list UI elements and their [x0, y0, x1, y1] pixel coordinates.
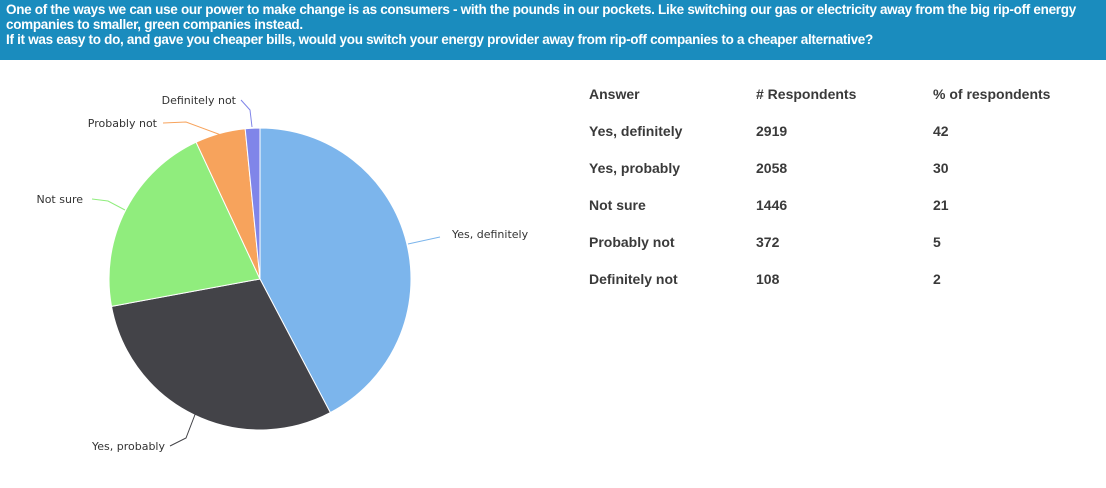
slice-label-definitely-not: Definitely not — [162, 94, 237, 107]
question-line-3: If it was easy to do, and gave you cheap… — [6, 32, 873, 47]
column-header-answer: Answer — [589, 86, 640, 102]
slice-label-yes-definitely: Yes, definitely — [451, 228, 529, 241]
slice-label-probably-not: Probably not — [88, 117, 158, 130]
connector-yes-probably — [169, 411, 197, 447]
answer-cell: Yes, probably — [589, 160, 681, 176]
connector-probably-not — [162, 121, 222, 136]
percent-cell: 5 — [933, 234, 941, 250]
respondents-cell: 372 — [756, 234, 780, 250]
results-table: Answer # Respondents % of respondents Ye… — [589, 80, 1089, 302]
percent-cell: 42 — [933, 123, 949, 139]
pie-chart: Yes, definitely Yes, probably Not sure Prob… — [36, 94, 529, 453]
respondents-cell: 2058 — [756, 160, 788, 176]
percent-cell: 21 — [933, 197, 949, 213]
answer-cell: Probably not — [589, 234, 675, 250]
pie-slice-definitely-not — [244, 127, 261, 280]
connector-not-sure — [91, 198, 126, 211]
table-row: Probably not 372 5 — [589, 228, 1089, 265]
pie-slice-yes-probably — [110, 278, 332, 431]
percent-cell: 2 — [933, 271, 941, 287]
answer-cell: Not sure — [589, 197, 646, 213]
answer-cell: Yes, definitely — [589, 123, 683, 139]
answer-cell: Definitely not — [589, 271, 678, 287]
connector-definitely-not — [240, 99, 253, 128]
respondents-cell: 1446 — [756, 197, 788, 213]
percent-cell: 30 — [933, 160, 949, 176]
table-row: Yes, probably 2058 30 — [589, 154, 1089, 191]
column-header-percent: % of respondents — [933, 86, 1051, 102]
connector-yes-definitely — [407, 236, 441, 245]
question-line-1: One of the ways we can use our power to … — [6, 2, 1076, 17]
respondents-cell: 2919 — [756, 123, 788, 139]
question-line-2: companies to smaller, green companies in… — [6, 17, 303, 32]
slice-label-yes-probably: Yes, probably — [91, 440, 166, 453]
slice-label-not-sure: Not sure — [36, 193, 83, 206]
table-row: Definitely not 108 2 — [589, 265, 1089, 302]
table-row: Yes, definitely 2919 42 — [589, 117, 1089, 154]
respondents-cell: 108 — [756, 271, 780, 287]
table-row: Not sure 1446 21 — [589, 191, 1089, 228]
table-header-row: Answer # Respondents % of respondents — [589, 80, 1089, 117]
column-header-respondents: # Respondents — [756, 86, 857, 102]
pie-slice-not-sure — [108, 141, 261, 307]
question-header: One of the ways we can use our power to … — [0, 0, 1106, 60]
pie-slice-yes-definitely — [259, 127, 412, 414]
